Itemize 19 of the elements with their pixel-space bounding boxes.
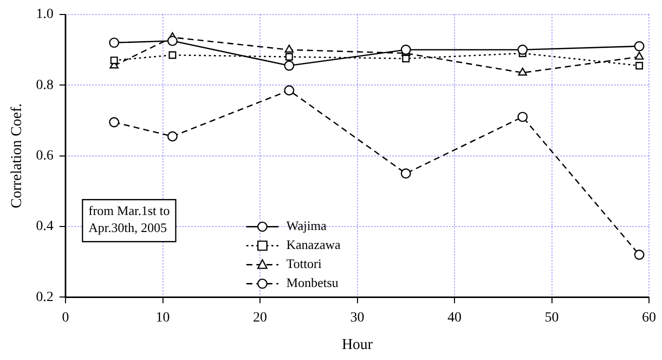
annotation: from Mar.1st to Apr.30th, 2005 — [88, 203, 170, 236]
y-tick-label: 1.0 — [36, 7, 54, 22]
x-tick-label: 30 — [350, 310, 364, 326]
x-tick-label: 50 — [544, 310, 559, 326]
y-tick-label: 0.6 — [36, 148, 54, 164]
legend-label: Kanazawa — [286, 237, 341, 252]
y-axis-title: Correlation Coef. — [8, 103, 25, 208]
x-tick-label: 40 — [448, 310, 462, 326]
legend-label: Monbetsu — [286, 275, 339, 290]
y-tick-label: 0.4 — [36, 219, 54, 234]
x-tick-label: 20 — [253, 310, 267, 326]
y-tick-label: 0.2 — [36, 290, 54, 305]
legend-label: Tottori — [286, 256, 322, 272]
x-tick-label: 60 — [642, 310, 656, 326]
legend-label: Wajima — [286, 218, 327, 234]
y-tick-label: 0.8 — [36, 78, 54, 93]
x-axis-title: Hour — [342, 336, 373, 353]
x-tick-label: 10 — [156, 310, 170, 326]
x-tick-label: 0 — [62, 310, 69, 326]
